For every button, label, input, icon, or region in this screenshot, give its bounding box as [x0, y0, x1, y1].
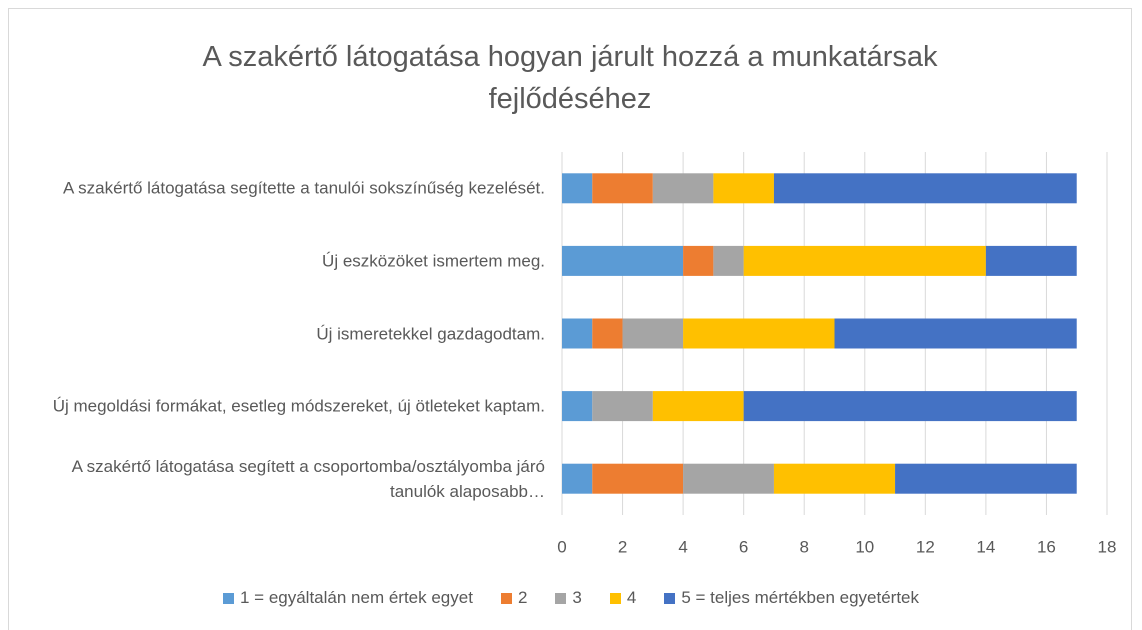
legend-label: 2: [517, 588, 528, 607]
x-tick-label: 0: [557, 537, 566, 556]
x-tick-label: 10: [855, 537, 874, 556]
x-tick-label: 2: [618, 537, 627, 556]
bar-segment: [773, 173, 1077, 204]
chart-title: A szakértő látogatása hogyan járult hozz…: [202, 41, 938, 115]
chart-border: [8, 8, 1132, 630]
bar-segment: [562, 391, 593, 422]
bar-segment: [743, 391, 1077, 422]
bar-segment: [622, 318, 684, 349]
legend-item: 4: [609, 588, 637, 608]
legend-label: 1 = egyáltalán nem értek egyet: [239, 588, 473, 607]
x-tick-label: 14: [976, 537, 995, 556]
legend-swatch: [222, 592, 234, 604]
bar-segment: [562, 318, 593, 349]
legend-item: 5 = teljes mértékben egyetértek: [664, 588, 919, 608]
category-label: Új megoldási formákat, esetleg módszerek…: [52, 396, 545, 416]
bar-segment: [592, 173, 653, 204]
x-tick-label: 8: [799, 537, 808, 556]
bar-segment: [834, 318, 1077, 349]
bar-segment: [592, 318, 623, 349]
category-label: Új eszközöket ismertem meg.: [322, 251, 545, 271]
legend-item: 2: [500, 588, 528, 608]
bar-segment: [592, 463, 684, 494]
bar-segment: [713, 245, 744, 276]
bar-segment: [683, 318, 835, 349]
category-label: A szakértő látogatása segített a csoport…: [71, 456, 545, 501]
x-tick-label: 6: [739, 537, 748, 556]
bar-segment: [985, 245, 1077, 276]
bar-segment: [562, 463, 593, 494]
bar-segment: [713, 173, 774, 204]
bar-segment: [562, 245, 684, 276]
category-label: Új ismeretekkel gazdagodtam.: [316, 324, 545, 343]
legend-item: 1 = egyáltalán nem értek egyet: [222, 588, 473, 608]
x-tick-label: 16: [1037, 537, 1056, 556]
bar-segment: [773, 463, 896, 494]
bar-segment: [895, 463, 1077, 494]
legend-swatch: [609, 592, 621, 604]
legend-swatch: [555, 592, 567, 604]
x-tick-label: 4: [678, 537, 687, 556]
legend-label: 3: [572, 588, 582, 607]
bar-segment: [592, 391, 653, 422]
bar-segment: [743, 245, 986, 276]
bar-segment: [562, 173, 593, 204]
legend-swatch: [664, 592, 676, 604]
legend-label: 5 = teljes mértékben egyetértek: [681, 588, 920, 607]
bar-segment: [683, 463, 774, 494]
bar-segment: [683, 245, 714, 276]
bar-segment: [652, 173, 714, 204]
legend-item: 3: [555, 588, 582, 608]
legend-swatch: [500, 592, 512, 604]
category-label: A szakértő látogatása segítette a tanuló…: [63, 178, 545, 198]
legend: 1 = egyáltalán nem értek egyet 2 3 4 5 = tel…: [0, 588, 1142, 608]
x-tick-label: 12: [916, 537, 935, 556]
bar-segment: [652, 391, 744, 422]
x-tick-label: 18: [1098, 537, 1117, 556]
legend-label: 4: [626, 588, 637, 607]
